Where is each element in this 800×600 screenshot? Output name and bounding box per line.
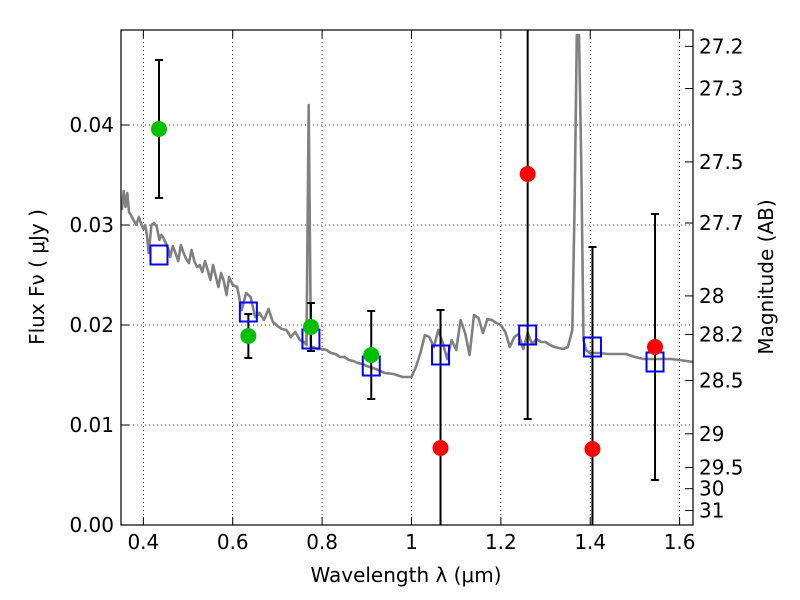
model-spectrum-line (120, 33, 694, 379)
y2-tick-label: 29 (699, 422, 724, 446)
x-tick-label: 1.2 (485, 530, 517, 554)
model-spectrum-layer (120, 33, 694, 379)
x-tick-label: 1.6 (664, 530, 696, 554)
upper-limit-point (647, 339, 664, 355)
y-tick-label: 0.03 (69, 213, 114, 237)
y2-tick-label: 27.2 (699, 34, 744, 58)
y2-tick-label: 29.5 (699, 455, 744, 479)
model-photometry-square (238, 301, 258, 323)
ticks: 0.4 0.6 0.8 1 1.2 1.4 1.6 0.00 0.01 0.02 0.03 0.04 2… (69, 30, 744, 554)
y2-axis-label: Magnitude (AB) (754, 199, 778, 354)
observed-photometry-layer (150, 121, 664, 457)
upper-limit-point (519, 166, 536, 182)
y2-tick-label: 31 (699, 499, 724, 523)
model-photometry-square (149, 244, 169, 266)
y2-tick-label: 27.3 (699, 76, 744, 100)
detection-point (240, 328, 257, 344)
upper-limit-point (432, 440, 449, 456)
x-tick-label: 0.6 (217, 530, 249, 554)
y-tick-label: 0.04 (69, 113, 114, 137)
model-photometry-square (431, 344, 451, 366)
x-axis-label: Wavelength λ (μm) (310, 563, 501, 587)
y2-tick-label: 27.7 (699, 211, 744, 235)
y2-tick-label: 28.5 (699, 368, 744, 392)
model-photometry-square (582, 336, 602, 358)
x-tick-label: 0.8 (306, 530, 338, 554)
y-tick-label: 0.00 (69, 513, 114, 537)
x-tick-label: 1 (405, 530, 418, 554)
plot-frame (120, 29, 694, 526)
y2-tick-label: 27.5 (699, 150, 744, 174)
detection-point (302, 319, 319, 335)
y-tick-label: 0.01 (69, 413, 114, 437)
x-tick-label: 0.4 (127, 530, 159, 554)
y-tick-label: 0.02 (69, 313, 114, 337)
upper-limit-point (584, 441, 601, 457)
x-tick-label: 1.4 (574, 530, 606, 554)
detection-point (150, 121, 167, 137)
y2-tick-label: 30 (699, 477, 724, 501)
model-photometry-square (518, 324, 538, 346)
detection-point (363, 347, 380, 363)
y-axis-label: Flux Fν ( μJy ) (25, 209, 49, 345)
y2-tick-label: 28.2 (699, 322, 744, 346)
y2-tick-label: 28 (699, 284, 724, 308)
